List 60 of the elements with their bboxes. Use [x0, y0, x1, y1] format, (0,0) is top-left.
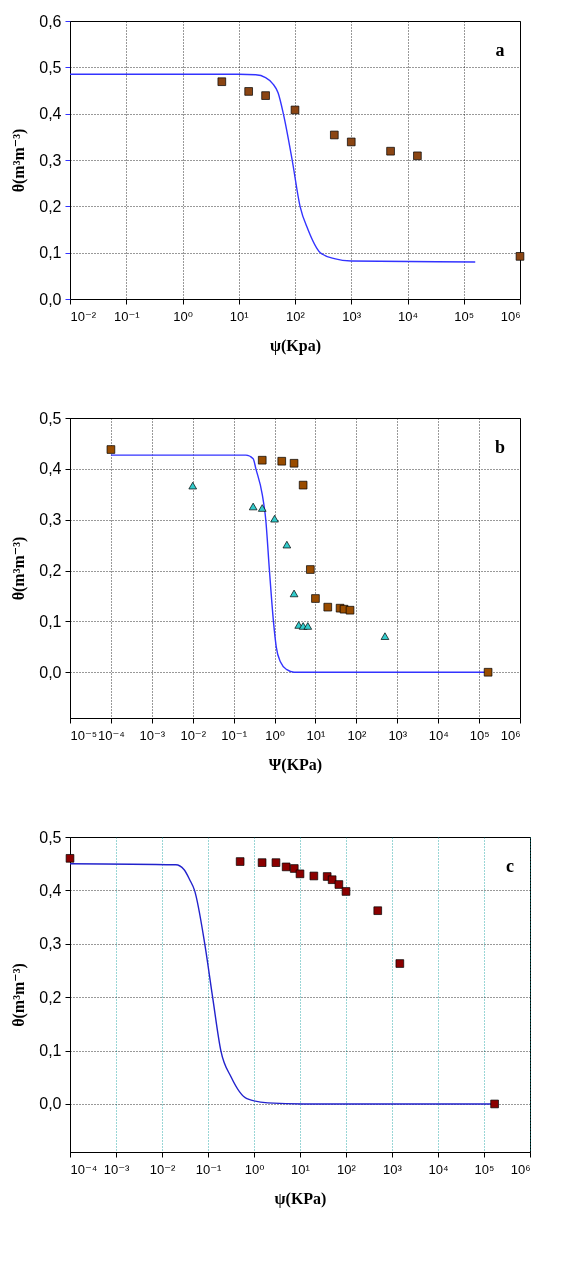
x-tick-label: 10⁻⁴ — [97, 727, 125, 743]
x-tick-label: 10⁻¹ — [195, 1161, 222, 1177]
x-tick-label: 10⁻² — [149, 1161, 176, 1177]
x-tick-label: 10³ — [383, 1161, 403, 1177]
y-tick-label: 0,0 — [39, 1095, 62, 1113]
x-tick-label: 10¹ — [291, 1161, 311, 1177]
y-tick-label: 0,5 — [39, 409, 62, 427]
x-axis-title: ψ(KPa) — [274, 1189, 327, 1208]
x-tick-label: 10⁵ — [469, 727, 490, 743]
y-axis-title: θ(m³m⁻³) — [10, 128, 29, 193]
x-axis-title: Ψ(KPa) — [268, 755, 323, 774]
y-tick-label: 0,5 — [39, 58, 62, 76]
y-tick-label: 0,3 — [39, 511, 62, 529]
y-tick-label: 0,6 — [39, 12, 62, 30]
y-tick-label: 0,0 — [39, 663, 62, 681]
x-tick-label: 10⁻³ — [139, 727, 166, 743]
x-tick-label: 10⁵ — [454, 308, 475, 324]
x-tick-label: 10⁰ — [244, 1161, 265, 1177]
annotation: b — [494, 437, 506, 457]
x-tick-label: 10⁰ — [173, 308, 193, 324]
annotation: a — [495, 40, 505, 60]
annotation: c — [506, 856, 514, 876]
x-tick-label: 10⁻³ — [103, 1161, 130, 1177]
x-tick-label: 10⁻² — [70, 308, 97, 324]
x-tick-label: 10⁶ — [500, 727, 521, 743]
y-tick-label: 0,0 — [39, 290, 62, 308]
x-tick-label: 10² — [337, 1161, 357, 1177]
x-tick-label: 10² — [347, 727, 367, 743]
x-tick-label: 10⁴ — [397, 308, 419, 324]
x-tick-label: 10³ — [342, 308, 362, 324]
x-tick-label: 10⁴ — [428, 727, 449, 743]
x-tick-label: 10⁰ — [265, 727, 285, 743]
y-tick-label: 0,4 — [39, 105, 62, 123]
y-axis-title: θ(m³m⁻³) — [10, 963, 29, 1027]
x-tick-label: 10⁶ — [510, 1161, 531, 1177]
x-tick-label: 10² — [286, 308, 306, 324]
x-axis-title: ψ(Kpa) — [269, 336, 322, 355]
x-tick-label: 10⁻¹ — [113, 308, 141, 324]
x-tick-label: 10⁻¹ — [221, 727, 248, 743]
x-tick-label: 10⁻⁴ — [70, 1161, 98, 1177]
x-tick-label: 10³ — [388, 727, 408, 743]
y-tick-label: 0,1 — [39, 244, 62, 262]
y-tick-label: 0,1 — [39, 612, 62, 630]
y-tick-label: 0,3 — [39, 935, 62, 953]
y-tick-label: 0,4 — [39, 460, 62, 478]
x-tick-label: 10⁴ — [428, 1161, 449, 1177]
y-tick-label: 0,5 — [39, 828, 62, 846]
y-tick-label: 0,2 — [39, 197, 62, 215]
x-tick-label: 10⁶ — [500, 308, 521, 324]
x-tick-label: 10¹ — [306, 727, 327, 743]
x-tick-label: 10⁵ — [474, 1161, 495, 1177]
x-tick-label: 10⁻² — [180, 727, 207, 743]
x-tick-label: 10⁻⁵ — [70, 727, 98, 743]
y-tick-label: 0,1 — [39, 1042, 62, 1060]
y-tick-label: 0,4 — [39, 881, 62, 899]
y-tick-label: 0,3 — [39, 151, 62, 169]
y-tick-label: 0,2 — [39, 988, 62, 1006]
y-axis-title: θ(m³m⁻³) — [10, 536, 29, 601]
y-tick-label: 0,2 — [39, 562, 62, 580]
x-tick-label: 10¹ — [229, 308, 250, 324]
